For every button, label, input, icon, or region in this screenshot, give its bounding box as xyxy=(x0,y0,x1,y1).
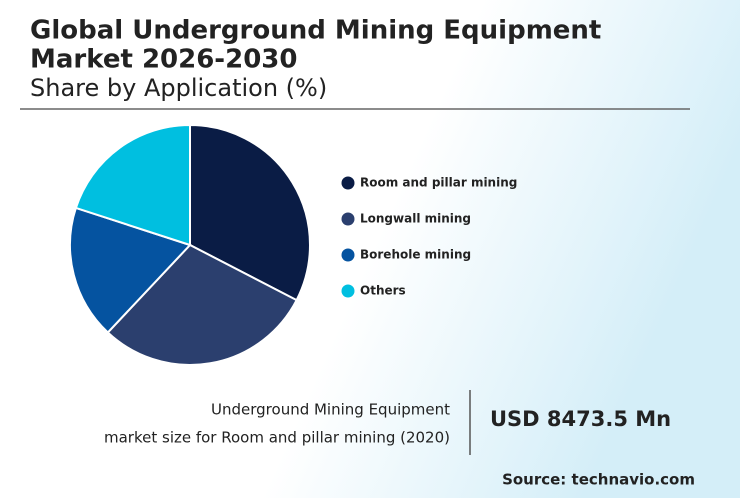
legend-label: Room and pillar mining xyxy=(360,176,517,190)
pie-slice xyxy=(189,123,311,302)
chart-title: Market 2026-2030 xyxy=(30,45,297,75)
pie-slice xyxy=(106,243,298,366)
highlight-text: market size for Room and pillar mining (… xyxy=(104,429,450,447)
chart-subtitle: Share by Application (%) xyxy=(30,74,327,102)
legend-label: Others xyxy=(360,284,406,298)
legend-label: Longwall mining xyxy=(360,212,471,226)
highlight-text: Underground Mining Equipment xyxy=(211,401,450,419)
highlight-value: USD 8473.5 Mn xyxy=(490,407,671,431)
legend-marker xyxy=(341,176,355,190)
pie-slice xyxy=(69,206,192,334)
chart-title: Global Underground Mining Equipment xyxy=(30,16,601,46)
pie-slice xyxy=(74,123,191,247)
legend-marker xyxy=(341,248,355,262)
legend-marker xyxy=(341,212,355,226)
legend-label: Borehole mining xyxy=(360,248,471,262)
source: Source: technavio.com xyxy=(502,471,695,489)
legend-marker xyxy=(341,284,355,298)
